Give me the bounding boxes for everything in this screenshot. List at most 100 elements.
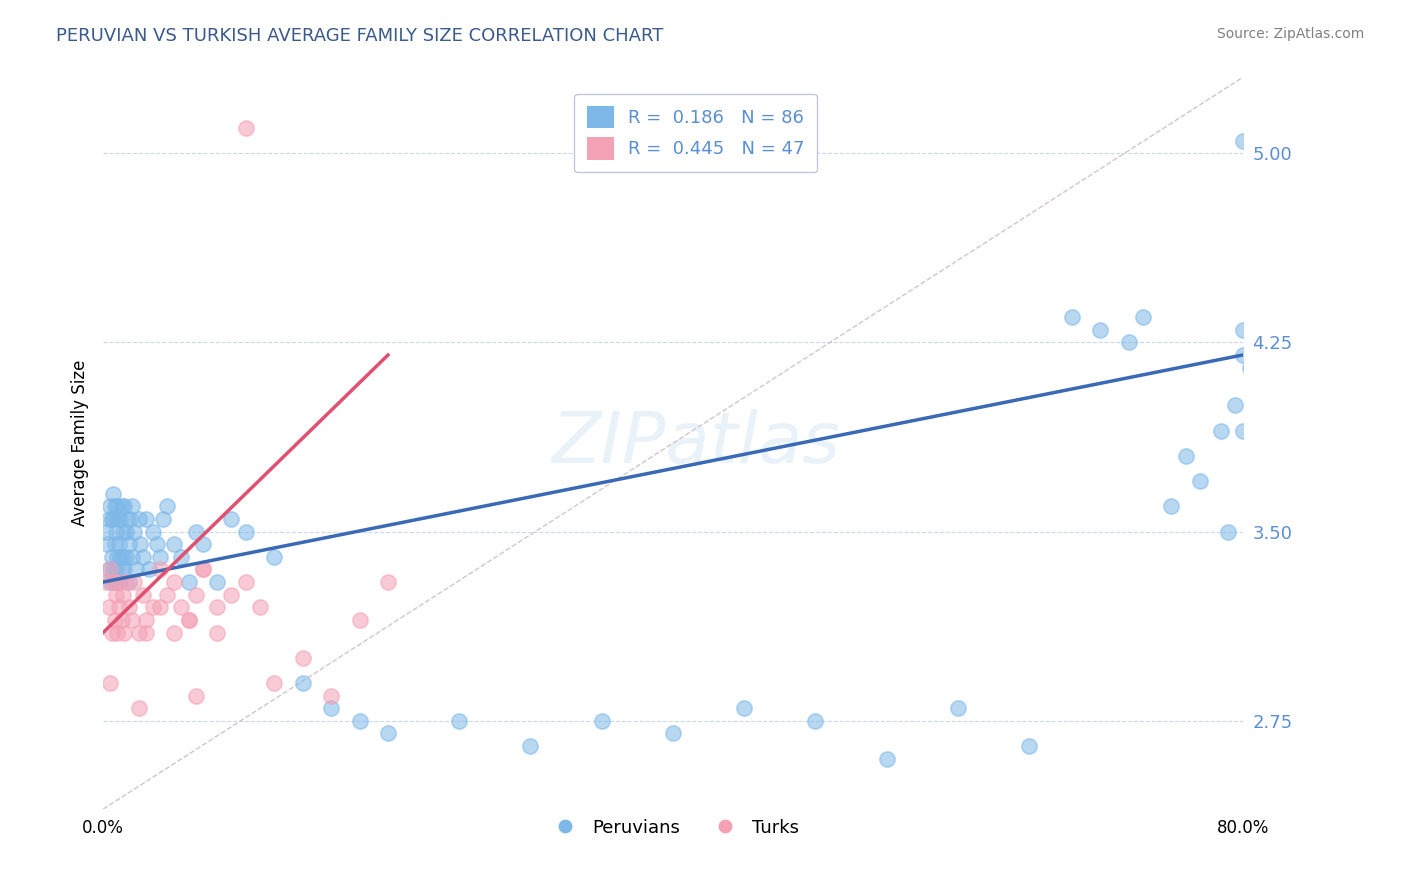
Point bbox=[94, 524, 117, 539]
Point bbox=[120, 512, 142, 526]
Point bbox=[128, 512, 150, 526]
Point bbox=[142, 524, 165, 539]
Point bbox=[104, 524, 127, 539]
Point bbox=[101, 562, 124, 576]
Point bbox=[98, 500, 121, 514]
Point bbox=[124, 575, 146, 590]
Point bbox=[132, 549, 155, 564]
Point bbox=[177, 575, 200, 590]
Point bbox=[1160, 500, 1182, 514]
Point bbox=[205, 625, 228, 640]
Point bbox=[94, 575, 117, 590]
Point bbox=[221, 588, 243, 602]
Point bbox=[105, 512, 128, 526]
Text: PERUVIAN VS TURKISH AVERAGE FAMILY SIZE CORRELATION CHART: PERUVIAN VS TURKISH AVERAGE FAMILY SIZE … bbox=[56, 27, 664, 45]
Point bbox=[129, 537, 152, 551]
Legend: Peruvians, Turks: Peruvians, Turks bbox=[540, 812, 806, 844]
Point bbox=[135, 625, 157, 640]
Point bbox=[111, 613, 134, 627]
Point bbox=[291, 676, 314, 690]
Point bbox=[135, 512, 157, 526]
Point bbox=[1118, 335, 1140, 350]
Point bbox=[110, 549, 132, 564]
Point bbox=[1218, 524, 1240, 539]
Point bbox=[733, 701, 755, 715]
Point bbox=[184, 689, 207, 703]
Y-axis label: Average Family Size: Average Family Size bbox=[72, 360, 89, 526]
Point bbox=[349, 714, 371, 728]
Point bbox=[114, 625, 136, 640]
Point bbox=[101, 512, 124, 526]
Point bbox=[138, 562, 160, 576]
Point bbox=[319, 701, 342, 715]
Point bbox=[115, 524, 138, 539]
Point bbox=[1232, 424, 1254, 438]
Point bbox=[804, 714, 827, 728]
Point bbox=[97, 512, 120, 526]
Point bbox=[191, 562, 214, 576]
Point bbox=[146, 537, 169, 551]
Point bbox=[184, 588, 207, 602]
Point bbox=[235, 575, 257, 590]
Point bbox=[1132, 310, 1154, 325]
Point bbox=[156, 500, 179, 514]
Point bbox=[235, 120, 257, 135]
Point bbox=[163, 537, 186, 551]
Point bbox=[125, 562, 148, 576]
Point bbox=[107, 600, 129, 615]
Point bbox=[104, 562, 127, 576]
Point bbox=[121, 613, 143, 627]
Point bbox=[519, 739, 541, 753]
Point bbox=[142, 600, 165, 615]
Point bbox=[946, 701, 969, 715]
Point bbox=[101, 487, 124, 501]
Point bbox=[105, 500, 128, 514]
Point bbox=[107, 575, 129, 590]
Point bbox=[112, 588, 135, 602]
Point bbox=[112, 524, 135, 539]
Point bbox=[149, 562, 172, 576]
Point bbox=[191, 562, 214, 576]
Point bbox=[128, 701, 150, 715]
Point bbox=[163, 575, 186, 590]
Point bbox=[1225, 399, 1247, 413]
Point bbox=[100, 625, 122, 640]
Point bbox=[591, 714, 613, 728]
Point bbox=[449, 714, 471, 728]
Point bbox=[103, 575, 125, 590]
Point bbox=[1211, 424, 1233, 438]
Point bbox=[1088, 323, 1111, 337]
Point bbox=[1018, 739, 1040, 753]
Point bbox=[170, 600, 193, 615]
Point bbox=[235, 524, 257, 539]
Point bbox=[111, 562, 134, 576]
Point bbox=[377, 575, 399, 590]
Point bbox=[97, 600, 120, 615]
Point bbox=[263, 549, 285, 564]
Point bbox=[107, 537, 129, 551]
Point bbox=[114, 562, 136, 576]
Point bbox=[156, 588, 179, 602]
Point bbox=[98, 562, 121, 576]
Point bbox=[1232, 348, 1254, 362]
Point bbox=[152, 512, 174, 526]
Point bbox=[98, 575, 121, 590]
Point bbox=[115, 549, 138, 564]
Point bbox=[118, 537, 141, 551]
Point bbox=[291, 650, 314, 665]
Point bbox=[98, 676, 121, 690]
Point bbox=[100, 549, 122, 564]
Point bbox=[104, 588, 127, 602]
Point bbox=[105, 549, 128, 564]
Point bbox=[1174, 449, 1197, 463]
Point bbox=[101, 575, 124, 590]
Point bbox=[128, 625, 150, 640]
Text: ZIPatlas: ZIPatlas bbox=[551, 409, 841, 478]
Point bbox=[319, 689, 342, 703]
Point bbox=[110, 575, 132, 590]
Point bbox=[662, 726, 685, 740]
Point bbox=[177, 613, 200, 627]
Point bbox=[118, 575, 141, 590]
Point bbox=[111, 500, 134, 514]
Point bbox=[349, 613, 371, 627]
